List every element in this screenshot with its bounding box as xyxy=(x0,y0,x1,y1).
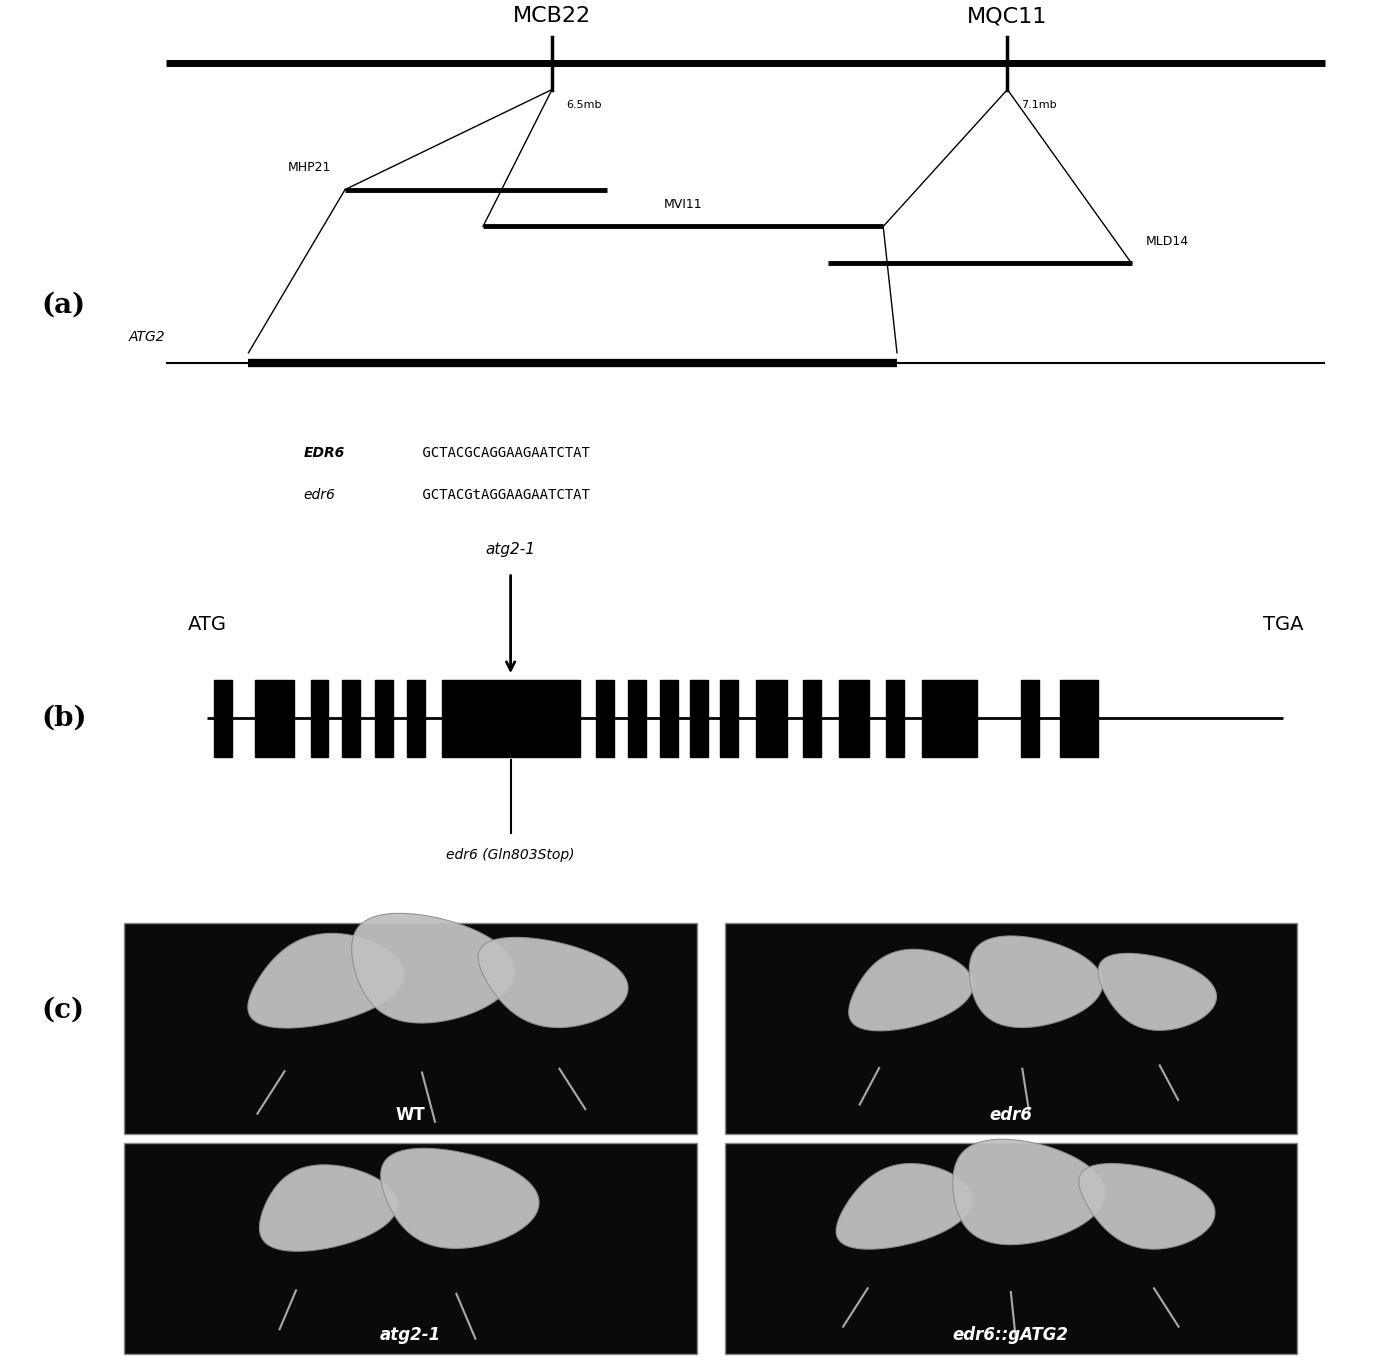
Bar xyxy=(375,680,393,757)
Bar xyxy=(1060,680,1098,757)
Text: edr6::gATG2: edr6::gATG2 xyxy=(952,1327,1070,1345)
Bar xyxy=(839,680,869,757)
Text: ATG2: ATG2 xyxy=(128,330,166,345)
PathPatch shape xyxy=(248,933,404,1027)
Text: edr6: edr6 xyxy=(304,488,335,502)
Bar xyxy=(922,680,977,757)
Bar xyxy=(342,680,360,757)
Text: MHP21: MHP21 xyxy=(288,161,331,174)
Text: atg2-1: atg2-1 xyxy=(380,1327,442,1345)
Bar xyxy=(660,680,678,757)
PathPatch shape xyxy=(259,1164,397,1252)
Text: MLD14: MLD14 xyxy=(1145,234,1188,248)
Bar xyxy=(803,680,821,757)
Bar xyxy=(756,680,787,757)
Text: 6.5mb: 6.5mb xyxy=(566,100,602,109)
Text: (b): (b) xyxy=(41,705,87,732)
Text: (a): (a) xyxy=(41,291,86,319)
Bar xyxy=(214,680,232,757)
Text: TGA: TGA xyxy=(1263,616,1304,633)
Bar xyxy=(720,680,738,757)
PathPatch shape xyxy=(849,949,973,1031)
Text: GCTACGtAGGAAGAATCTAT: GCTACGtAGGAAGAATCTAT xyxy=(414,488,589,502)
Text: (c): (c) xyxy=(41,997,84,1025)
Text: 7.1mb: 7.1mb xyxy=(1021,100,1057,109)
Bar xyxy=(628,680,646,757)
Bar xyxy=(255,680,294,757)
Text: MCB22: MCB22 xyxy=(513,7,591,26)
Text: edr6: edr6 xyxy=(989,1107,1032,1124)
Bar xyxy=(310,680,328,757)
PathPatch shape xyxy=(952,1140,1105,1245)
Text: GCTACGCAGGAAGAATCTAT: GCTACGCAGGAAGAATCTAT xyxy=(414,446,589,460)
Text: ATG: ATG xyxy=(188,616,226,633)
PathPatch shape xyxy=(836,1164,973,1249)
Bar xyxy=(124,923,697,1134)
Bar xyxy=(886,680,904,757)
Text: atg2-1: atg2-1 xyxy=(486,542,535,557)
Bar xyxy=(1021,680,1039,757)
PathPatch shape xyxy=(352,914,515,1023)
PathPatch shape xyxy=(381,1148,540,1249)
Bar xyxy=(124,1144,697,1354)
PathPatch shape xyxy=(1079,1164,1214,1249)
Bar xyxy=(724,923,1297,1134)
Text: edr6 (Gln803Stop): edr6 (Gln803Stop) xyxy=(446,848,575,862)
Text: WT: WT xyxy=(396,1107,425,1124)
PathPatch shape xyxy=(969,936,1103,1027)
Bar xyxy=(596,680,614,757)
Text: MVI11: MVI11 xyxy=(664,197,702,211)
Bar xyxy=(442,680,580,757)
PathPatch shape xyxy=(479,937,628,1027)
Text: EDR6: EDR6 xyxy=(304,446,345,460)
PathPatch shape xyxy=(1098,953,1217,1030)
Text: MQC11: MQC11 xyxy=(967,7,1047,26)
Bar xyxy=(724,1144,1297,1354)
Bar xyxy=(690,680,708,757)
Bar xyxy=(407,680,425,757)
